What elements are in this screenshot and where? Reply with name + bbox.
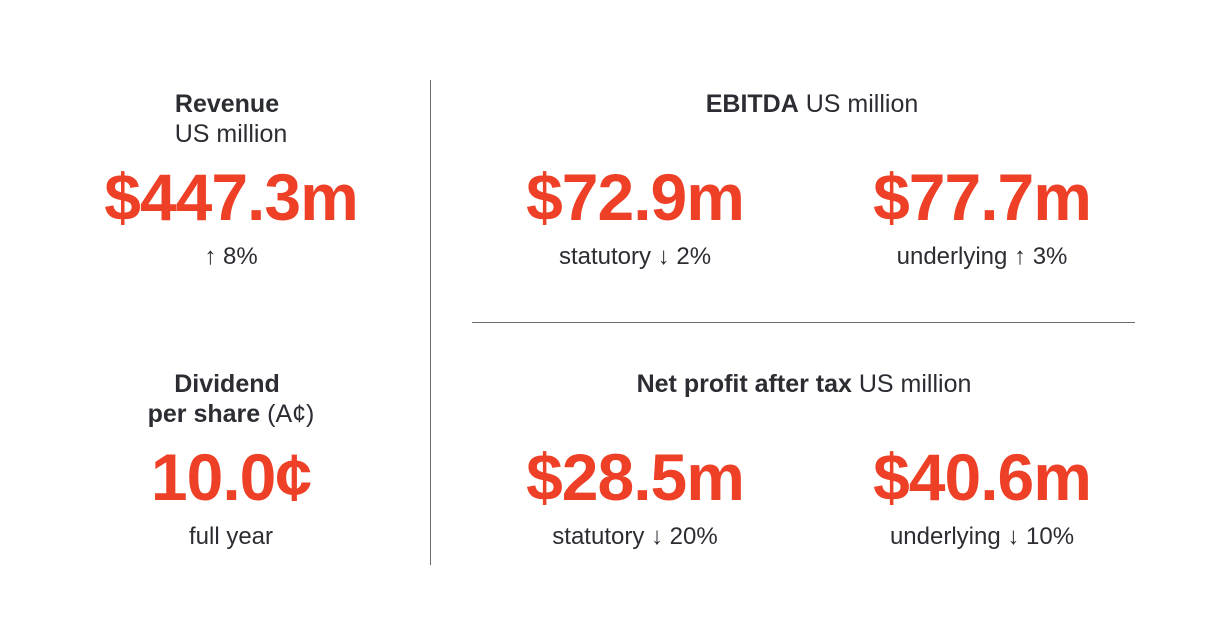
npat-heading: Net profit after tax US million [637,369,972,399]
ebitda-unit: US million [805,90,919,118]
revenue-value: $447.3m [104,160,359,234]
ebitda-heading: EBITDA US million [706,89,919,119]
revenue-title: Revenue [174,90,280,118]
ebitda-statutory-value: $72.9m [526,160,745,234]
ebitda-underlying-label: underlying ↑ 3% [896,243,1068,270]
npat-underlying-value: $40.6m [873,440,1092,514]
npat-title: Net profit after tax [636,370,852,398]
ebitda-statutory-label: statutory ↓ 2% [558,243,712,270]
dividend-title: Dividend [174,370,280,398]
dividend-value: 10.0¢ [150,440,312,514]
npat-unit: US million [858,370,972,398]
npat-statutory-label: statutory ↓ 20% [552,523,718,550]
ebitda-underlying-value: $77.7m [873,160,1092,234]
npat-statutory-value: $28.5m [526,440,745,514]
dividend-unit: (A¢) [267,400,315,428]
dividend-title-line2: per share [147,400,261,428]
horizontal-divider [472,322,1135,323]
dividend-note: full year [188,523,274,550]
revenue-change: ↑ 8% [204,243,258,270]
dividend-subtitle: per share (A¢) [148,399,315,429]
ebitda-title: EBITDA [705,90,799,118]
npat-underlying-label: underlying ↓ 10% [889,523,1075,550]
revenue-unit: US million [174,120,288,148]
vertical-divider [430,80,431,565]
